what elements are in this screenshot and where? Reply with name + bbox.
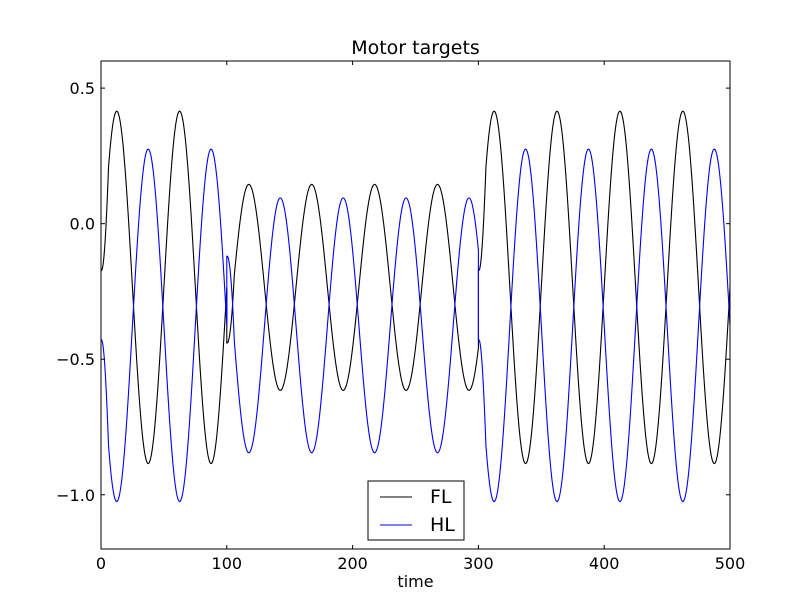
plot-area-background	[101, 61, 730, 549]
y-tick-label: −1.0	[56, 486, 95, 505]
legend-box	[367, 480, 465, 541]
series-line-fl	[101, 110, 730, 465]
plot-frame	[100, 60, 731, 550]
x-tick-label: 500	[715, 554, 746, 573]
y-tick-label: −0.5	[56, 350, 95, 369]
chart-title: Motor targets	[351, 37, 480, 59]
x-tick-label: 0	[96, 554, 106, 573]
x-tick-label: 200	[337, 554, 368, 573]
x-axis-label: time	[397, 572, 433, 591]
legend: FL HL	[367, 480, 465, 541]
y-tick-label: 0.0	[70, 215, 95, 234]
series-line-hl	[101, 148, 730, 503]
legend-label-fl: FL	[430, 486, 452, 508]
x-tick-label: 300	[463, 554, 494, 573]
series-layer	[101, 110, 730, 503]
legend-label-hl: HL	[430, 514, 455, 536]
x-tick-label: 400	[589, 554, 620, 573]
x-tick-label: 100	[212, 554, 243, 573]
y-tick-label: 0.5	[70, 79, 95, 98]
